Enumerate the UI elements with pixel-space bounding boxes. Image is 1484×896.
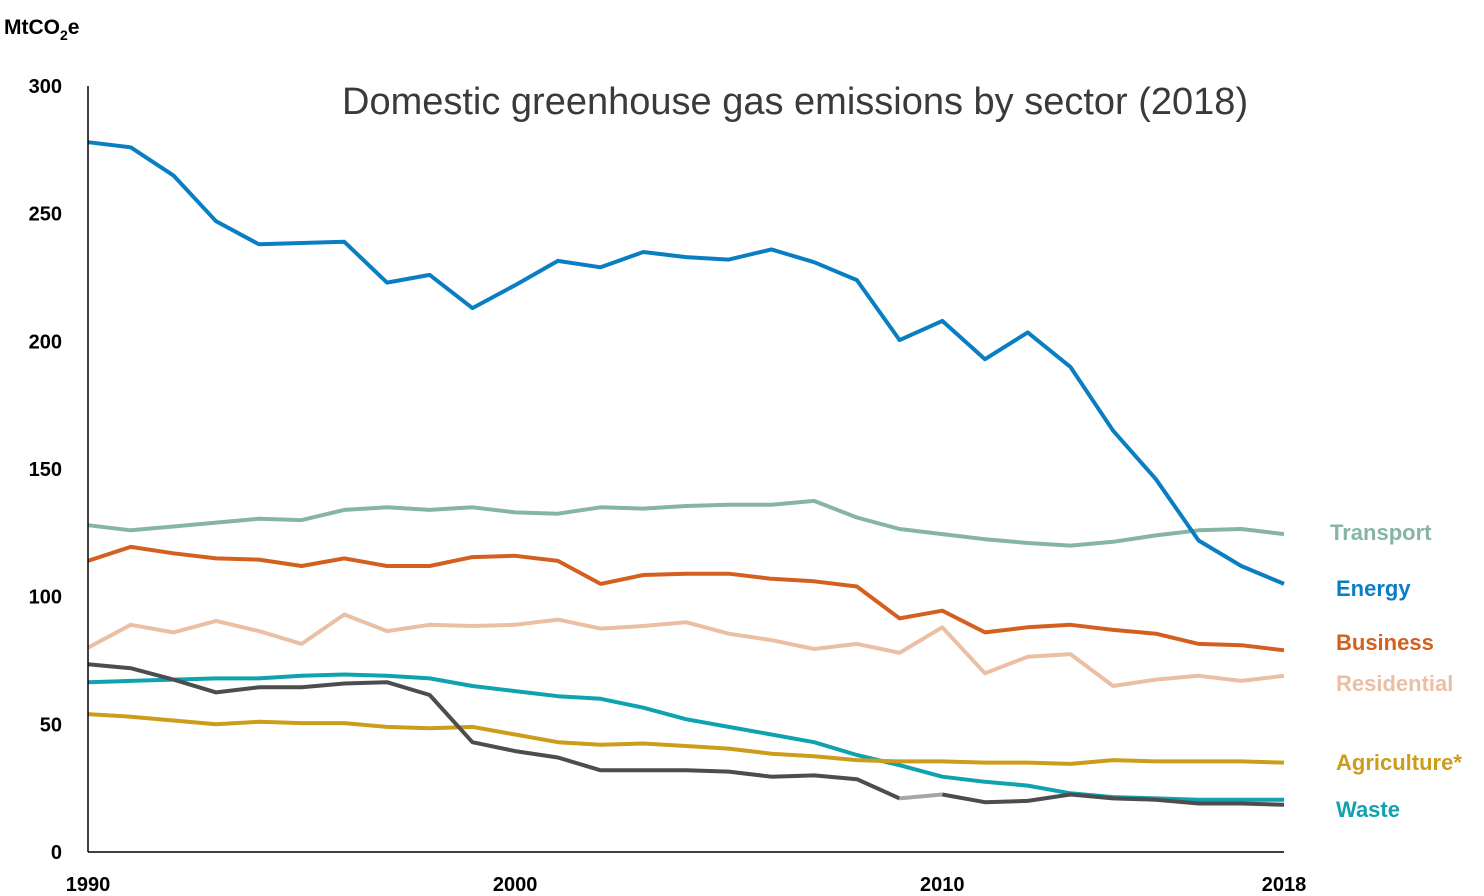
y-tick-label-50: 50: [40, 714, 62, 736]
unlabelled-series-line-2: [899, 792, 943, 801]
series-line-transport: [87, 498, 1285, 548]
legend-label-business: Business: [1336, 630, 1434, 655]
x-tick-labels: 1990 2000 2010 2018: [66, 874, 1307, 896]
unlabelled-series-line-1: [87, 662, 901, 801]
series-line-waste: [87, 672, 1284, 802]
series-line-energy: [87, 140, 1285, 586]
y-tick-label-100: 100: [29, 587, 62, 609]
legend: Transport Energy Business Residential Agricu…: [1330, 520, 1462, 822]
legend-label-energy: Energy: [1336, 576, 1411, 601]
series-line-business: [87, 544, 1285, 653]
legend-label-agriculture: Agriculture*: [1336, 750, 1462, 775]
y-tick-label-0: 0: [51, 842, 62, 864]
y-tick-label-200: 200: [29, 331, 62, 353]
x-tick-label-2018: 2018: [1262, 874, 1307, 896]
x-tick-label-2010: 2010: [920, 874, 965, 896]
legend-label-residential: Residential: [1336, 671, 1453, 696]
x-tick-label-1990: 1990: [66, 874, 111, 896]
unlabelled-series-line-3: [941, 792, 1285, 807]
y-tick-label-250: 250: [29, 204, 62, 226]
series-line-residential: [87, 612, 1285, 688]
y-tick-label-300: 300: [29, 76, 62, 98]
y-tick-label-150: 150: [29, 459, 62, 481]
y-axis-unit-label: MtCO2e: [4, 16, 79, 43]
x-tick-label-2000: 2000: [493, 874, 538, 896]
y-tick-labels: 0 50 100 150 200 250 300: [29, 76, 62, 864]
chart-title: Domestic greenhouse gas emissions by sec…: [342, 81, 1248, 123]
legend-label-transport: Transport: [1330, 520, 1432, 545]
lines-layer: [87, 140, 1285, 807]
series-line-agriculture: [87, 712, 1285, 766]
legend-label-waste: Waste: [1336, 797, 1400, 822]
